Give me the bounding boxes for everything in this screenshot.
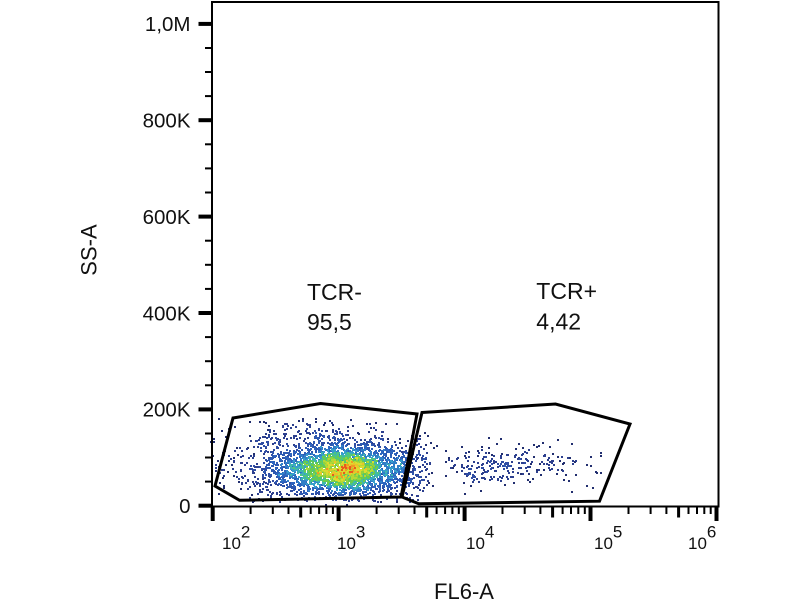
svg-text:600K: 600K: [143, 206, 191, 229]
svg-text:95,5: 95,5: [307, 309, 352, 335]
svg-text:800K: 800K: [143, 110, 191, 133]
svg-text:FL6-A: FL6-A: [434, 579, 494, 600]
svg-text:SS-A: SS-A: [77, 224, 102, 276]
svg-text:0: 0: [179, 495, 190, 518]
svg-text:400K: 400K: [143, 302, 191, 325]
svg-text:1,0M: 1,0M: [145, 13, 191, 36]
svg-text:TCR+: TCR+: [536, 278, 597, 304]
svg-text:TCR-: TCR-: [307, 279, 362, 305]
svg-text:4,42: 4,42: [536, 309, 581, 335]
svg-text:200K: 200K: [143, 399, 191, 422]
